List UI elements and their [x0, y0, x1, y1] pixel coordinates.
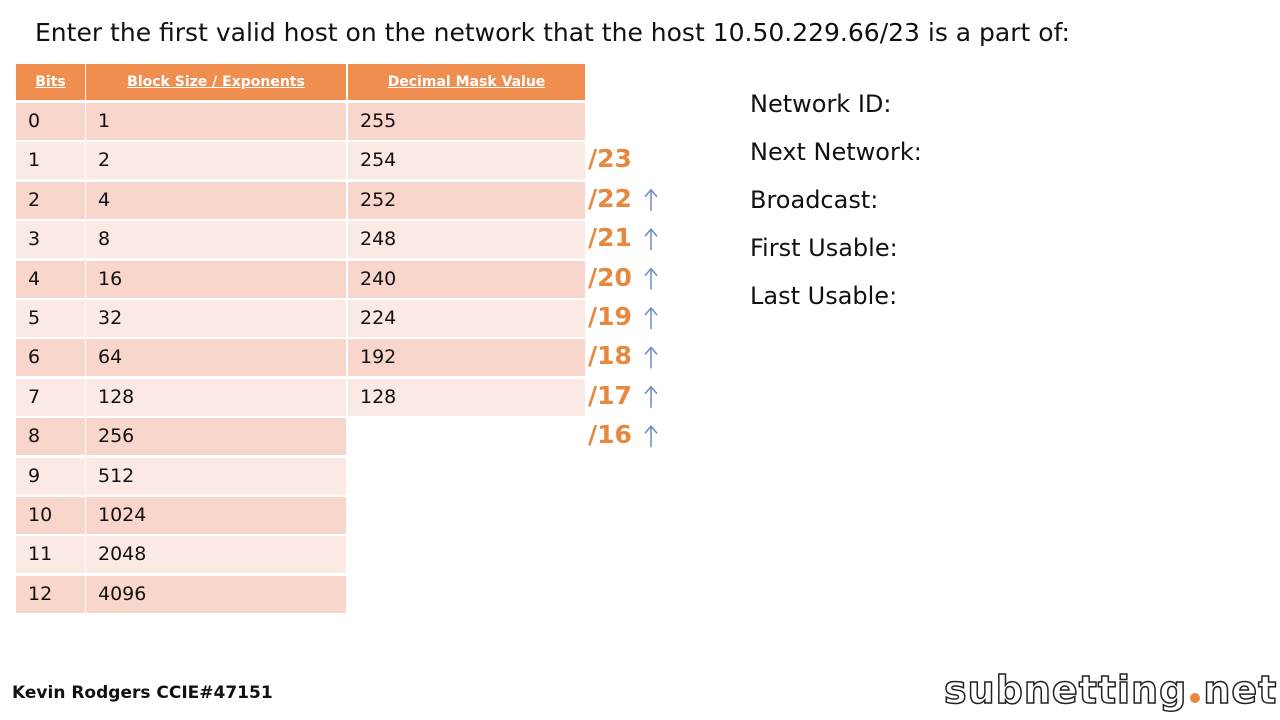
- field-label: Broadcast:: [750, 186, 879, 214]
- table-cell: 64: [86, 339, 346, 377]
- table-cell: 2048: [86, 536, 346, 574]
- table-cell: 4: [86, 181, 346, 219]
- prefix-label: /19: [588, 302, 632, 331]
- prefix-label: /21: [588, 223, 632, 253]
- prefix-label: /18: [588, 341, 632, 371]
- table-cell: 1: [16, 142, 85, 180]
- up-arrow: [644, 188, 658, 211]
- table-cell: 252: [348, 181, 585, 219]
- table-cell: 2: [16, 181, 85, 219]
- table-cell: 9: [16, 457, 85, 495]
- prefix-label: /23: [588, 144, 632, 174]
- arrow-part: [644, 188, 658, 198]
- table-cell: 2: [86, 142, 346, 180]
- table-cell: 10: [16, 497, 85, 534]
- up-arrow: [644, 228, 658, 251]
- table-cell: 254: [348, 142, 585, 180]
- table-cell: 8: [16, 418, 85, 456]
- table-cell: 255: [348, 103, 585, 140]
- field-label: First Usable:: [750, 234, 898, 262]
- arrow-part: [644, 306, 658, 316]
- table-header: Decimal Mask Value: [348, 64, 585, 100]
- table-cell: 12: [16, 575, 85, 613]
- table-cell: 128: [348, 378, 585, 416]
- logo: subnetting net: [943, 667, 1278, 713]
- logo-dot: [1190, 693, 1201, 703]
- field-label: Last Usable:: [750, 282, 898, 310]
- table-cell: 6: [16, 339, 85, 377]
- table-cell: 4: [16, 260, 85, 298]
- table-cell: 128: [86, 378, 346, 416]
- prefix-label: /17: [588, 380, 632, 410]
- up-arrow: [644, 425, 658, 448]
- logo-name: subnetting: [943, 667, 1188, 713]
- field-label: Next Network:: [750, 138, 922, 166]
- prefix-label: /16: [588, 420, 632, 450]
- table-cell: 1024: [86, 497, 346, 534]
- author: Kevin Rodgers CCIE#47151: [12, 683, 273, 703]
- table-cell: 16: [86, 260, 346, 298]
- title: Enter the first valid host on the networ…: [35, 18, 1070, 47]
- table-cell: 7: [16, 378, 85, 416]
- prefix-label: /20: [588, 262, 632, 292]
- table-cell: 224: [348, 300, 585, 337]
- table-cell: 248: [348, 221, 585, 259]
- arrow-part: [644, 267, 658, 277]
- table-cell: 4096: [86, 575, 346, 613]
- up-arrow: [644, 346, 658, 369]
- up-arrow: [644, 385, 658, 408]
- table-cell: 11: [16, 536, 85, 574]
- table-cell: 3: [16, 221, 85, 259]
- table-header: Bits: [16, 64, 85, 100]
- table-cell: 8: [86, 221, 346, 259]
- up-arrow: [644, 267, 658, 290]
- table-cell: 0: [16, 103, 85, 140]
- arrow-part: [644, 425, 658, 434]
- table-cell: 5: [16, 300, 85, 337]
- table-cell: 240: [348, 260, 585, 298]
- arrow-part: [644, 228, 658, 237]
- table-cell: 512: [86, 457, 346, 495]
- table-cell: 192: [348, 339, 585, 377]
- table-cell: 32: [86, 300, 346, 337]
- table-header: Block Size / Exponents: [86, 64, 346, 100]
- table-cell: 1: [86, 103, 346, 140]
- prefix-label: /22: [588, 183, 632, 213]
- up-arrow: [644, 306, 658, 329]
- field-label: Network ID:: [750, 90, 892, 118]
- arrow-part: [644, 346, 658, 355]
- table-cell: 256: [86, 418, 346, 456]
- logo-tld: net: [1203, 667, 1278, 713]
- arrow-part: [644, 385, 658, 395]
